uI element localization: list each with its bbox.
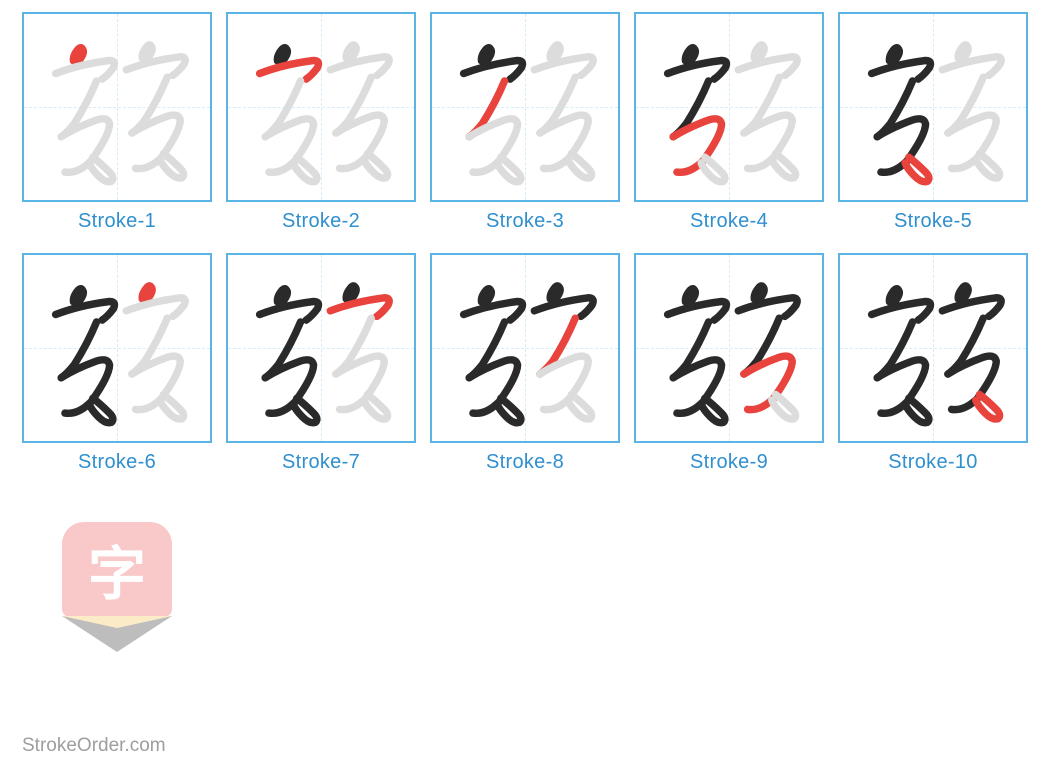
stroke-cell: Stroke-7: [226, 253, 416, 474]
stroke-tile: [226, 253, 416, 443]
stroke-cell: Stroke-3: [430, 12, 620, 233]
logo-pencil-icon: 字: [62, 522, 172, 657]
stroke-cell: Stroke-2: [226, 12, 416, 233]
stroke-cell: Stroke-8: [430, 253, 620, 474]
stroke-tile: [430, 253, 620, 443]
stroke-tile: [226, 12, 416, 202]
empty-cell: [838, 494, 1028, 716]
character-svg: [840, 14, 1026, 200]
stroke-tile: [838, 12, 1028, 202]
watermark-text: StrokeOrder.com: [22, 735, 166, 757]
character-svg: [228, 14, 414, 200]
stroke-label: Stroke-1: [78, 210, 156, 233]
character-svg: [636, 14, 822, 200]
empty-cell: [226, 494, 416, 716]
character-svg: [24, 14, 210, 200]
stroke-tile: [430, 12, 620, 202]
stroke-tile: [22, 12, 212, 202]
stroke-cell: Stroke-4: [634, 12, 824, 233]
stroke-tile: [634, 253, 824, 443]
stroke-label: Stroke-2: [282, 210, 360, 233]
empty-cell: [430, 494, 620, 716]
character-svg: [840, 255, 1026, 441]
stroke-tile: [22, 253, 212, 443]
stroke-label: Stroke-7: [282, 451, 360, 474]
character-svg: [228, 255, 414, 441]
stroke-label: Stroke-5: [894, 210, 972, 233]
stroke-tile: [838, 253, 1028, 443]
stroke-label: Stroke-4: [690, 210, 768, 233]
stroke-label: Stroke-8: [486, 451, 564, 474]
stroke-grid: Stroke-1 Stroke-2 Stroke-3 Stroke-4 Stroke-5…: [22, 12, 1032, 716]
stroke-tile: [634, 12, 824, 202]
character-svg: [24, 255, 210, 441]
stroke-cell: Stroke-9: [634, 253, 824, 474]
stroke-label: Stroke-3: [486, 210, 564, 233]
stroke-cell: Stroke-6: [22, 253, 212, 474]
stroke-label: Stroke-10: [888, 451, 977, 474]
logo: 字: [22, 494, 212, 684]
character-svg: [432, 14, 618, 200]
stroke-cell: Stroke-10: [838, 253, 1028, 474]
stroke-label: Stroke-9: [690, 451, 768, 474]
character-svg: [636, 255, 822, 441]
empty-cell: 字: [22, 494, 212, 716]
character-svg: [432, 255, 618, 441]
empty-cell: [634, 494, 824, 716]
stroke-cell: Stroke-5: [838, 12, 1028, 233]
stroke-cell: Stroke-1: [22, 12, 212, 233]
logo-char: 字: [88, 527, 146, 611]
stroke-label: Stroke-6: [78, 451, 156, 474]
